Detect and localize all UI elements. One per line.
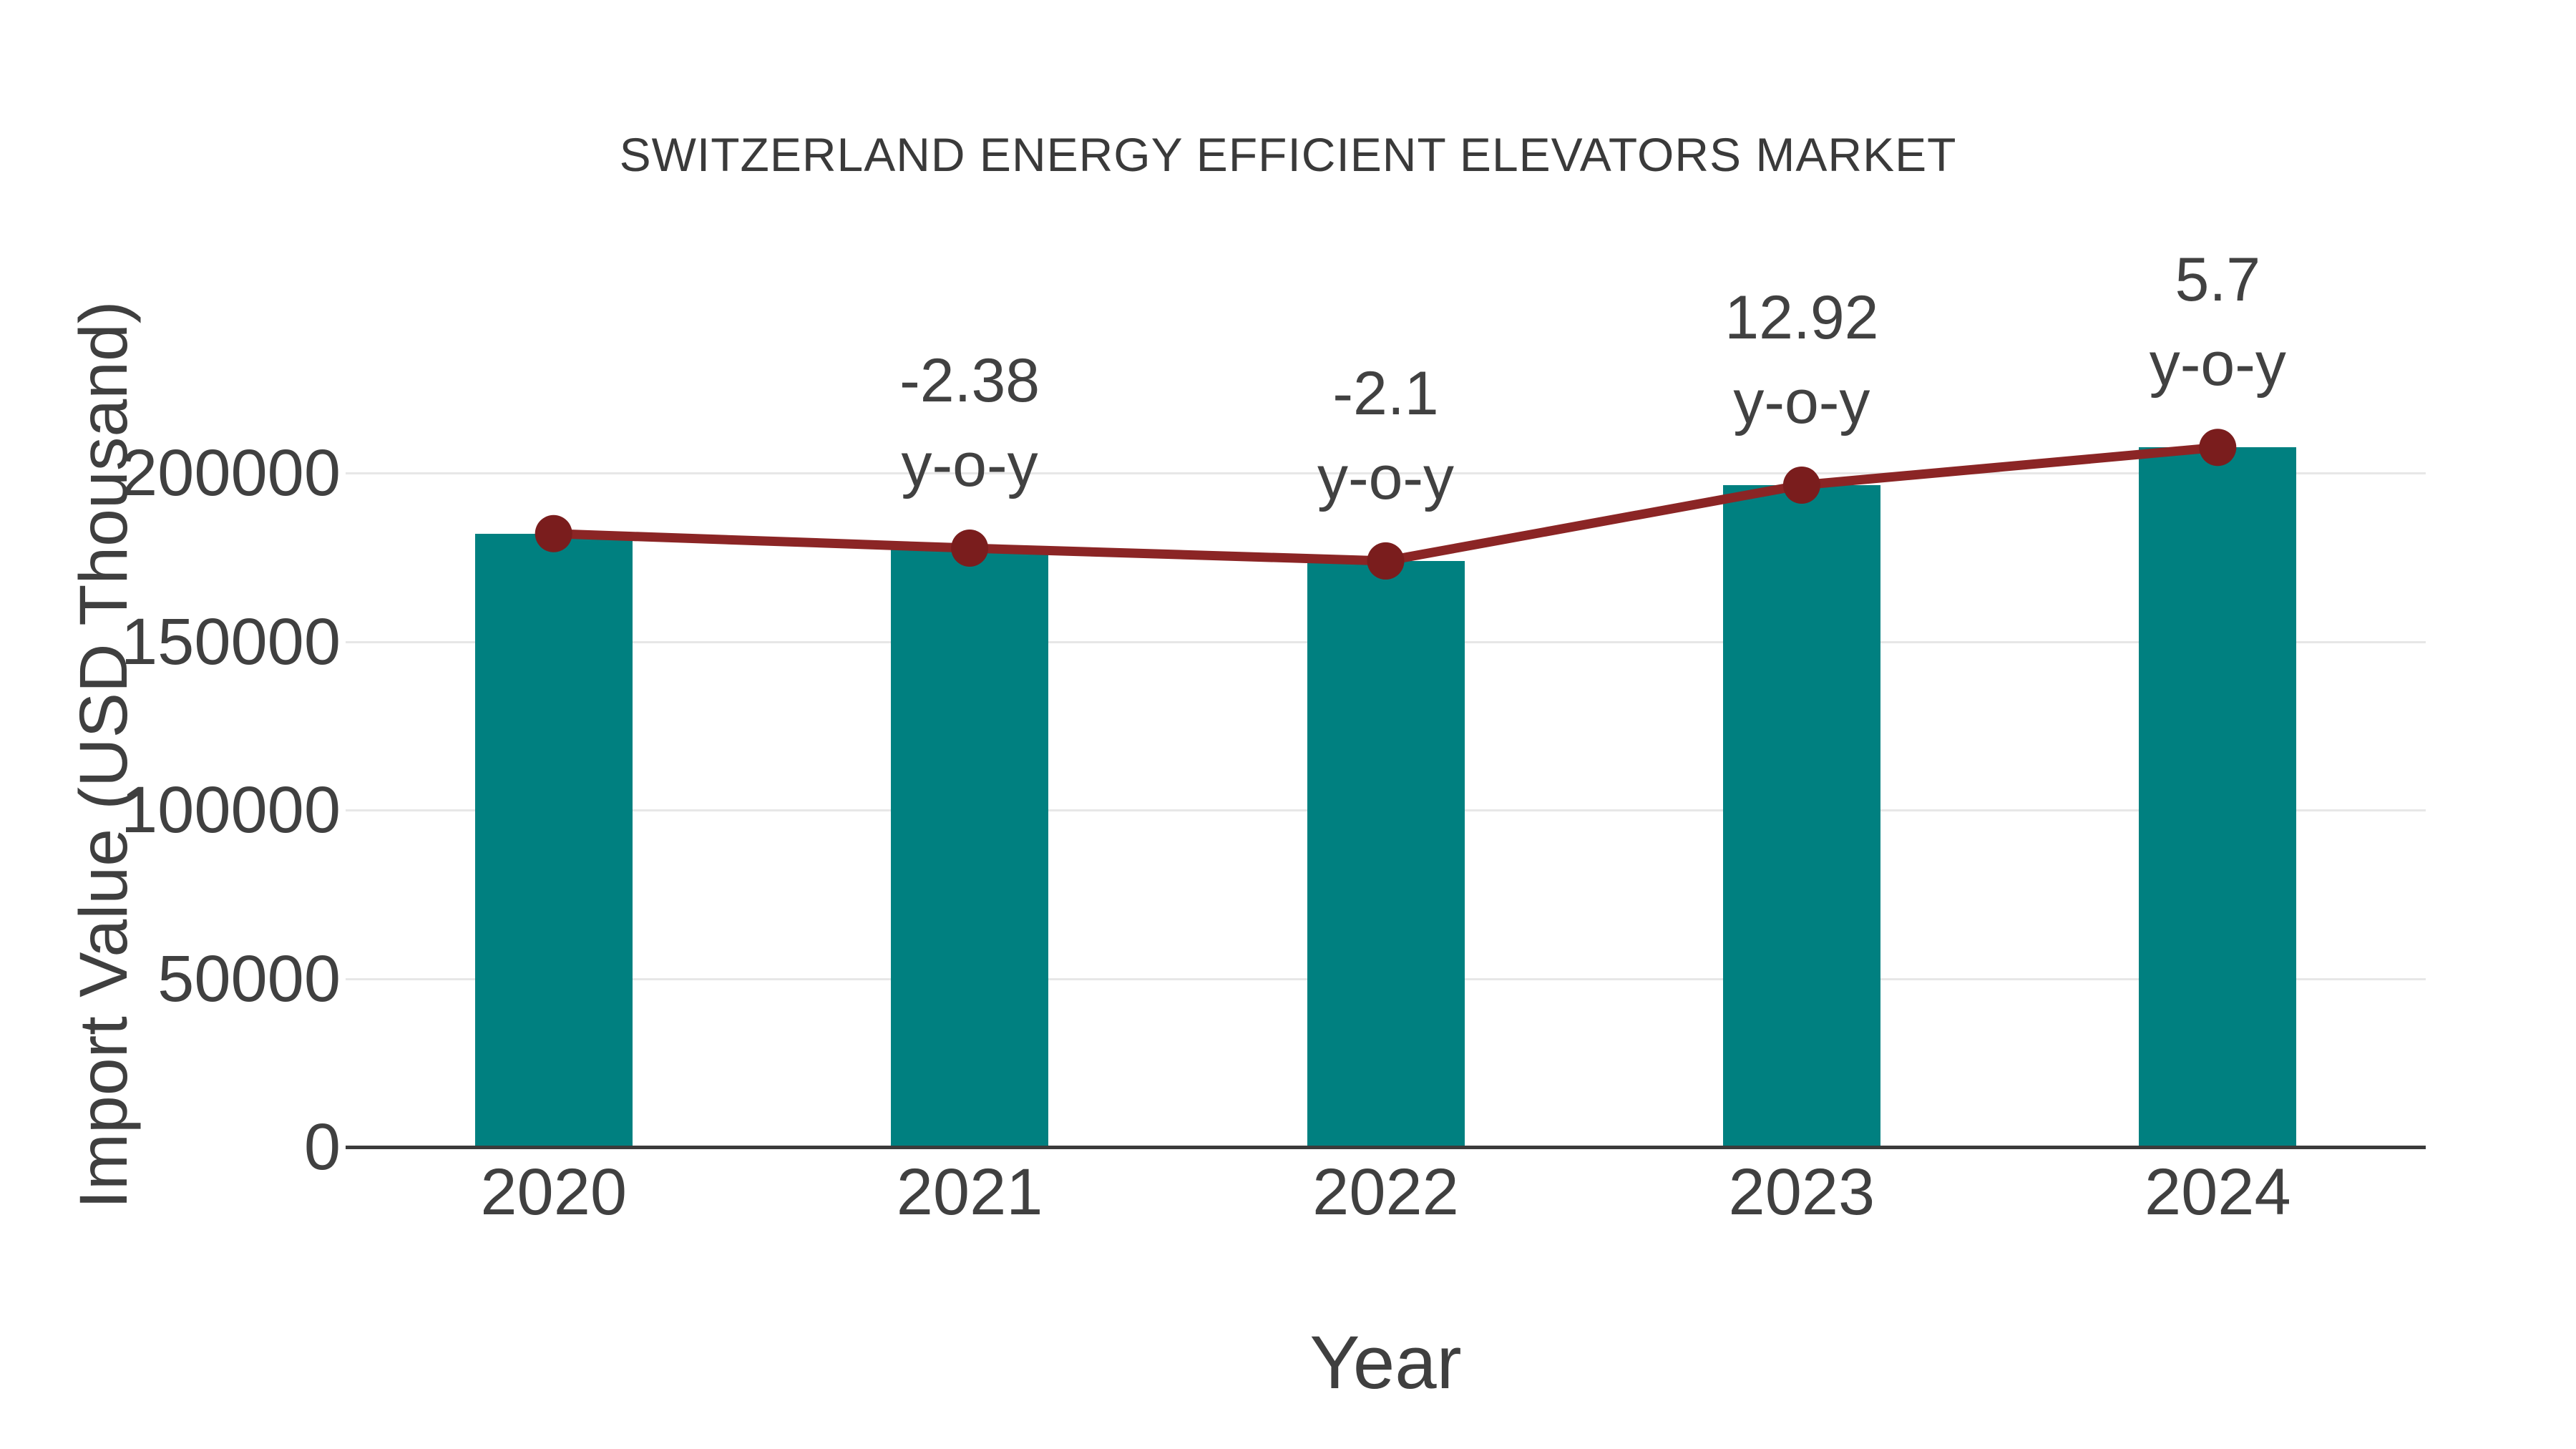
yoy-annotation: 5.7 y-o-y xyxy=(2003,238,2432,406)
y-axis-title: Import Value (USD Thousand) xyxy=(66,301,142,1209)
bar xyxy=(891,548,1049,1147)
yoy-value: -2.1 xyxy=(1332,358,1439,428)
trend-marker xyxy=(535,514,572,552)
yoy-suffix: y-o-y xyxy=(901,431,1038,500)
x-tick-label: 2022 xyxy=(1312,1156,1459,1229)
yoy-value: 12.92 xyxy=(1724,283,1879,352)
yoy-annotation: -2.1 y-o-y xyxy=(1171,351,1601,520)
y-tick-label: 200000 xyxy=(121,436,341,509)
gridline xyxy=(346,472,2426,474)
bar xyxy=(1307,560,1465,1147)
trend-marker xyxy=(2199,429,2237,467)
yoy-annotation: 12.92 y-o-y xyxy=(1587,275,2016,444)
trend-marker xyxy=(1367,542,1405,580)
yoy-suffix: y-o-y xyxy=(2149,330,2286,399)
yoy-value: -2.38 xyxy=(899,346,1040,416)
x-axis-title: Year xyxy=(1309,1321,1462,1405)
chart-title: SWITZERLAND ENERGY EFFICIENT ELEVATORS M… xyxy=(619,128,1957,181)
trend-marker xyxy=(1782,466,1820,504)
x-tick-label: 2020 xyxy=(480,1156,628,1229)
bar xyxy=(1722,484,1880,1147)
y-tick-label: 150000 xyxy=(121,605,341,678)
y-tick-label: 50000 xyxy=(157,942,341,1015)
bar xyxy=(474,533,633,1147)
y-tick-label: 100000 xyxy=(121,774,341,847)
x-axis-line xyxy=(346,1146,2426,1149)
yoy-suffix: y-o-y xyxy=(1317,443,1455,512)
yoy-value: 5.7 xyxy=(2175,245,2261,315)
yoy-annotation: -2.38 y-o-y xyxy=(755,338,1184,507)
x-tick-label: 2023 xyxy=(1728,1156,1875,1229)
x-tick-label: 2024 xyxy=(2144,1156,2291,1229)
yoy-suffix: y-o-y xyxy=(1733,367,1870,436)
trend-marker xyxy=(951,530,989,567)
bar xyxy=(2139,447,2297,1147)
x-tick-label: 2021 xyxy=(896,1156,1043,1229)
y-tick-label: 0 xyxy=(303,1111,341,1184)
